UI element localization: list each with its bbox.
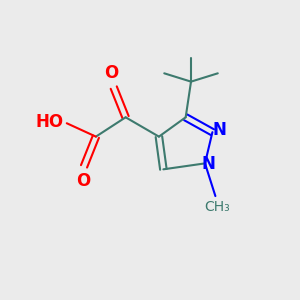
Text: N: N (212, 121, 226, 139)
Text: O: O (104, 64, 118, 82)
Text: O: O (76, 172, 91, 190)
Text: N: N (202, 155, 215, 173)
Text: HO: HO (35, 113, 63, 131)
Text: CH₃: CH₃ (204, 200, 230, 214)
